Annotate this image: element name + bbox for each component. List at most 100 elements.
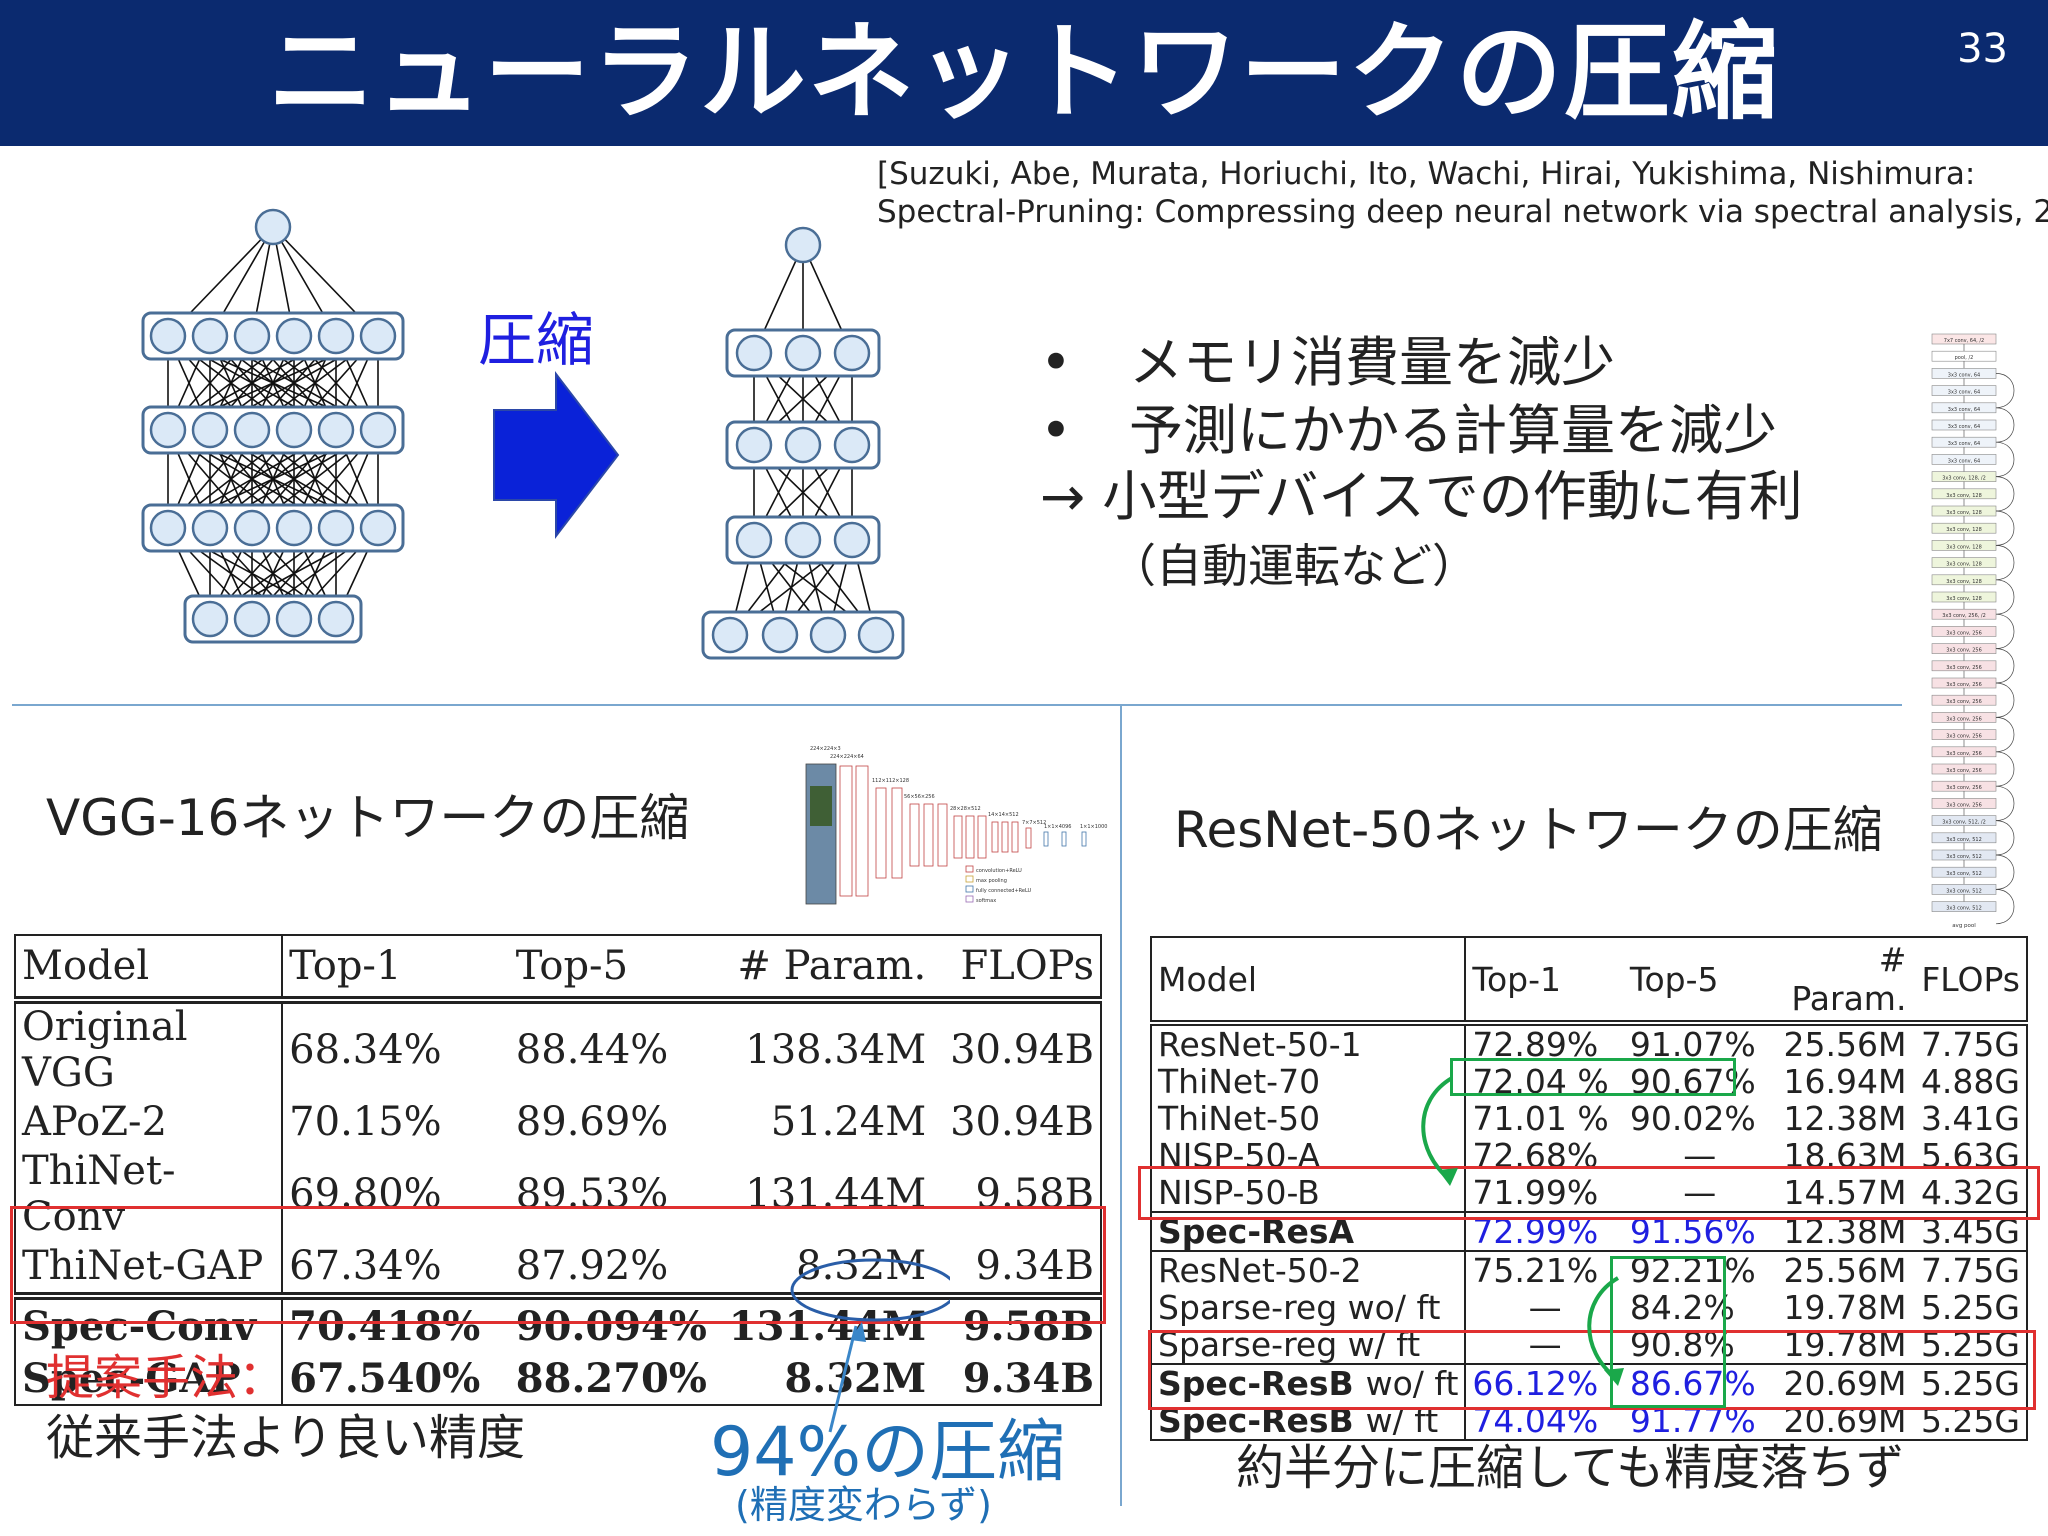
table-cell: 90.02%	[1629, 1099, 1756, 1138]
resnet-section-title: ResNet-50ネットワークの圧縮	[1174, 801, 1883, 859]
fc-slab	[1043, 831, 1049, 847]
conv-slab	[909, 803, 920, 867]
spec-resa-highlight	[1138, 1166, 2040, 1220]
table-cell: 5.25G	[1912, 1363, 2028, 1402]
table-cell: 89.69%	[515, 1099, 669, 1145]
neuron-node	[735, 426, 773, 464]
table-cell: 4.32G	[1912, 1174, 2028, 1212]
bullet-2-text: 予測にかかる計算量を減少	[1129, 399, 1778, 462]
neuron-node	[275, 600, 313, 638]
neuron-node	[735, 334, 773, 372]
table-cell: 12.38M	[1783, 1099, 1907, 1138]
horizontal-divider	[12, 704, 1902, 706]
neuron-node	[711, 616, 749, 654]
table-cell: ThiNet-50	[1149, 1100, 1467, 1137]
neuron-node	[191, 317, 229, 355]
layer-block	[1931, 557, 1997, 568]
table-cell: 84.2%	[1629, 1288, 1735, 1327]
layer-label: 3x3 conv, 256	[1946, 802, 1982, 808]
table-cell: 5.25G	[1912, 1289, 2028, 1326]
table-cell: 75.21%	[1472, 1251, 1599, 1290]
table-cell: 88.270%	[509, 1352, 723, 1406]
table-cell: 67.34%	[289, 1243, 442, 1289]
layer-block	[1931, 488, 1997, 500]
neuron-node	[191, 509, 229, 547]
skip-connection	[1995, 889, 2015, 925]
table-cell: 7.75G	[1912, 1020, 2028, 1063]
neuron-node	[191, 411, 229, 449]
layer-label: 3x3 conv, 512	[1946, 906, 1982, 912]
compression-label: 圧縮	[478, 306, 595, 374]
table-cell: Original VGG	[13, 996, 284, 1096]
title-bar	[0, 0, 2048, 146]
proposed-method-note: 従来手法より良い精度	[46, 1410, 526, 1466]
layer-label: 3x3 conv, 128	[1946, 527, 1982, 533]
dimension-label: 1×1×4096	[1044, 824, 1071, 830]
skip-connection	[1995, 613, 2015, 649]
neuron-node	[149, 411, 187, 449]
neuron-node	[254, 208, 292, 246]
table-cell: 131.44M	[745, 1171, 927, 1217]
bullet-1-text: メモリ消費量を減少	[1129, 331, 1616, 394]
vgg-section-title: VGG-16ネットワークの圧縮	[46, 789, 690, 847]
layer-label: 3x3 conv, 128	[1946, 562, 1982, 568]
neuron-node	[233, 509, 271, 547]
skip-connection	[1995, 648, 2015, 684]
proposed-method-label: 提案手法：	[46, 1350, 287, 1406]
layer-label: 3x3 conv, 64	[1948, 372, 1980, 378]
skip-connection	[1995, 820, 2015, 856]
legend-label: softmax	[976, 898, 996, 904]
layer-label: 3x3 conv, 128	[1946, 493, 1982, 499]
layer-label: 3x3 conv, 256	[1946, 665, 1982, 671]
skip-connection	[1995, 476, 2015, 512]
table-cell: 19.78M	[1783, 1288, 1907, 1327]
table-cell: 71.99%	[1472, 1173, 1599, 1212]
layer-label: pool, /2	[1955, 355, 1974, 361]
column-header: # Param.	[1775, 936, 1913, 1024]
table-cell: Spec-ResB wo/ ft	[1149, 1363, 1467, 1403]
table-cell: 9.34B	[932, 1352, 1102, 1406]
spec-resb-variant: wo/ ft	[1365, 1364, 1459, 1403]
neuron-node	[359, 317, 397, 355]
table-cell: NISP-50-B	[1149, 1174, 1467, 1212]
table-cell: ResNet-50-1	[1149, 1020, 1467, 1063]
table-cell: ResNet-50-2	[1149, 1251, 1467, 1289]
table-cell: 68.34%	[282, 996, 510, 1096]
conv-slab	[977, 815, 987, 859]
legend-label: max pooling	[976, 878, 1007, 884]
neuron-node	[833, 426, 871, 464]
skip-connection	[1995, 407, 2015, 443]
conv-slab	[923, 803, 934, 867]
conclusion-text: → 小型デバイスでの作動に有利	[1040, 465, 1803, 528]
layer-label: 3x3 conv, 256	[1946, 682, 1982, 688]
dimension-label: 14×14×512	[988, 812, 1019, 818]
page-number: 33	[1957, 26, 2008, 72]
layer-label: 3x3 conv, 256	[1946, 648, 1982, 654]
original-network-diagram	[141, 208, 405, 644]
skip-connection	[1995, 751, 2015, 787]
layer-block	[1931, 729, 1997, 740]
table-cell: 91.07%	[1623, 1020, 1776, 1063]
layer-label: 3x3 conv, 512	[1946, 871, 1982, 877]
column-header: Top-1	[1465, 936, 1624, 1024]
column-header: Model	[13, 934, 284, 1001]
slide-title: ニューラルネットワークの圧縮	[268, 11, 1780, 134]
neuron-node	[317, 317, 355, 355]
resnet-architecture-thumbnail: 7x7 conv, 64, /2 pool, /2 3x3 conv, 64 3x3 …	[1931, 333, 2015, 929]
spec-resb-highlight	[1148, 1330, 2036, 1410]
top5-green-box	[1610, 1256, 1726, 1408]
dimension-label: 224×224×3	[810, 746, 841, 752]
column-header: Top-5	[509, 934, 723, 1001]
skip-connection	[1995, 441, 2015, 477]
table-cell: 89.53%	[515, 1171, 669, 1217]
neuron-node	[784, 521, 822, 559]
table-cell: APoZ-2	[13, 1096, 284, 1148]
skip-connection	[1995, 373, 2015, 409]
table-cell: 25.56M	[1783, 1251, 1907, 1290]
neuron-node	[191, 600, 229, 638]
neuron-node	[857, 616, 895, 654]
table-cell: 71.01 %	[1472, 1099, 1609, 1138]
param-callout	[790, 1258, 950, 1433]
compression-ratio-note: (精度変わらず)	[735, 1483, 992, 1527]
neuron-node	[317, 600, 355, 638]
